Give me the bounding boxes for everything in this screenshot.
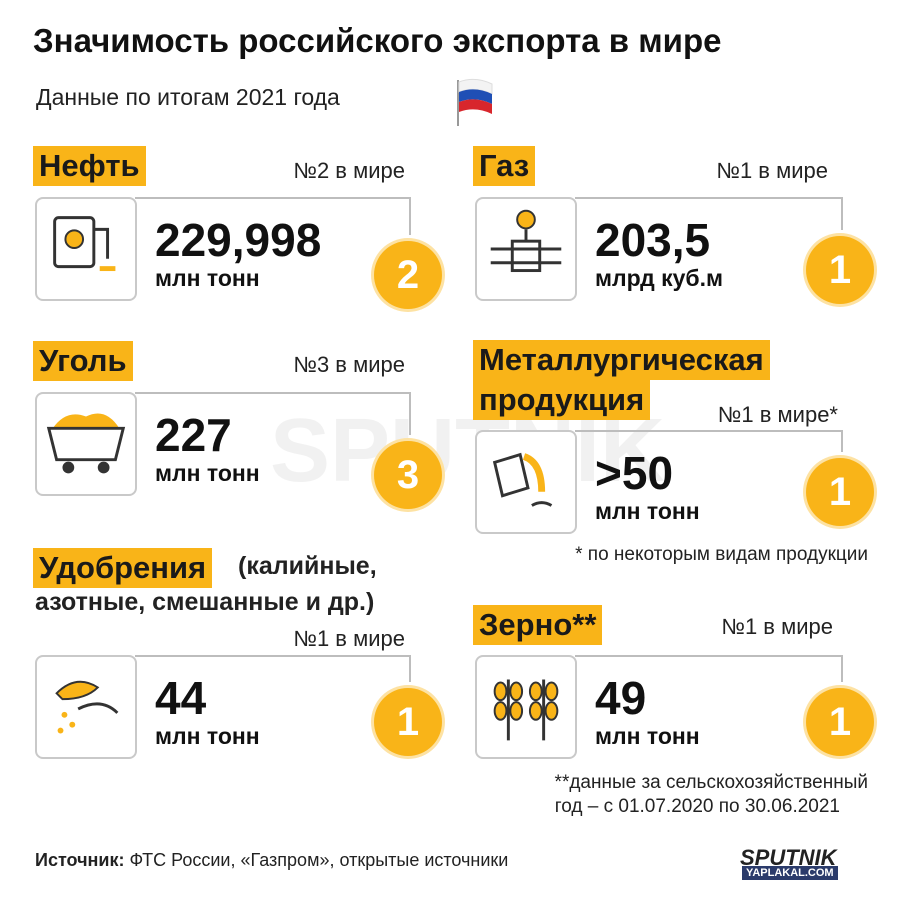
source: Источник: ФТС России, «Газпром», открыты… bbox=[35, 850, 508, 871]
card-heading: Зерно** bbox=[473, 605, 603, 645]
card-value: 44 bbox=[155, 672, 207, 724]
rank-badge: 1 bbox=[374, 688, 442, 756]
rank-badge: 1 bbox=[806, 458, 874, 526]
card-rank: №3 в мире bbox=[293, 352, 405, 377]
card-unit: млн тонн bbox=[595, 723, 700, 749]
connector bbox=[135, 392, 411, 435]
card-footnote: * по некоторым видам продукции bbox=[575, 544, 868, 565]
logo: SPUTNIK bbox=[740, 845, 837, 870]
card-heading: Металлургическая bbox=[473, 340, 770, 380]
card-icon bbox=[475, 430, 577, 534]
connector bbox=[135, 655, 411, 682]
card-rank: №2 в мире bbox=[293, 158, 405, 183]
card-heading: Уголь bbox=[33, 341, 133, 381]
connector bbox=[575, 197, 843, 230]
card-unit: млрд куб.м bbox=[595, 265, 724, 291]
flag-icon bbox=[457, 78, 493, 126]
connector bbox=[135, 197, 411, 235]
card-heading-note: азотные, смешанные и др.) bbox=[35, 588, 375, 616]
card-heading: Газ bbox=[473, 146, 536, 186]
card-value: 203,5 bbox=[595, 214, 711, 266]
card-rank: №1 в мире bbox=[293, 626, 405, 651]
source-label: Источник: bbox=[35, 850, 125, 870]
title: Значимость российского экспорта в мире bbox=[33, 22, 722, 59]
card-icon bbox=[35, 392, 137, 496]
connector bbox=[575, 655, 843, 682]
card-unit: млн тонн bbox=[155, 723, 260, 749]
card-footnote: **данные за сельскохозяйственный bbox=[554, 772, 868, 793]
card-value: 227 bbox=[155, 409, 232, 461]
card-icon bbox=[475, 655, 577, 759]
card-icon bbox=[35, 197, 137, 301]
connector bbox=[575, 430, 843, 452]
card-heading: продукция bbox=[473, 380, 651, 420]
card-unit: млн тонн bbox=[155, 265, 260, 291]
card-heading: Нефть bbox=[33, 146, 146, 186]
site-label: YAPLAKAL.COM bbox=[742, 866, 838, 880]
rank-badge: 3 bbox=[374, 441, 442, 509]
card-heading: Удобрения bbox=[33, 548, 213, 588]
rank-badge: 2 bbox=[374, 241, 442, 309]
card-footnote: год – с 01.07.2020 по 30.06.2021 bbox=[554, 796, 840, 817]
rank-badge: 1 bbox=[806, 688, 874, 756]
card-unit: млн тонн bbox=[595, 498, 700, 524]
card-value: 229,998 bbox=[155, 214, 322, 266]
card-icon bbox=[35, 655, 137, 759]
card-rank: №1 в мире bbox=[721, 614, 833, 639]
card-heading-note: (калийные, bbox=[238, 552, 377, 580]
card-value: >50 bbox=[595, 447, 674, 499]
card-value: 49 bbox=[595, 672, 647, 724]
card-rank: №1 в мире* bbox=[717, 402, 838, 427]
card-rank: №1 в мире bbox=[716, 158, 828, 183]
rank-badge: 1 bbox=[806, 236, 874, 304]
subtitle: Данные по итогам 2021 года bbox=[36, 84, 340, 110]
card-icon bbox=[475, 197, 577, 301]
source-text: ФТС России, «Газпром», открытые источник… bbox=[129, 850, 509, 870]
card-unit: млн тонн bbox=[155, 460, 260, 486]
